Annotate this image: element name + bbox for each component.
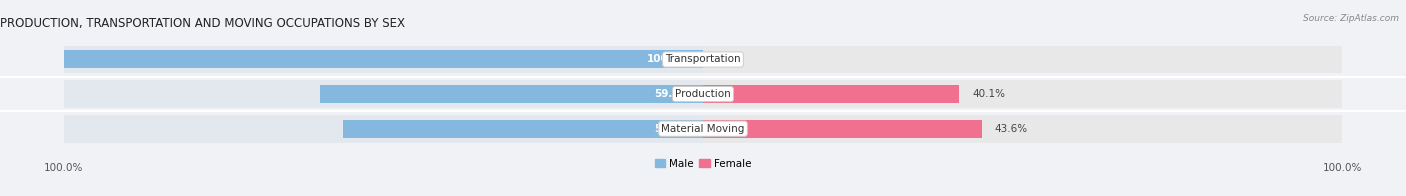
Bar bbox=[703, 46, 1343, 73]
Bar bbox=[703, 85, 959, 103]
Bar bbox=[343, 120, 703, 138]
Text: Material Moving: Material Moving bbox=[661, 124, 745, 134]
Bar bbox=[703, 120, 981, 138]
Text: 40.1%: 40.1% bbox=[972, 89, 1005, 99]
Text: 56.4%: 56.4% bbox=[654, 124, 690, 134]
Bar bbox=[63, 80, 703, 108]
Text: Production: Production bbox=[675, 89, 731, 99]
Legend: Male, Female: Male, Female bbox=[655, 159, 751, 169]
Text: 59.9%: 59.9% bbox=[654, 89, 690, 99]
Text: Transportation: Transportation bbox=[665, 54, 741, 64]
Bar bbox=[703, 115, 1343, 142]
Bar bbox=[703, 80, 1343, 108]
Text: 0.0%: 0.0% bbox=[716, 54, 742, 64]
Bar bbox=[63, 115, 703, 142]
Bar bbox=[321, 85, 703, 103]
Text: PRODUCTION, TRANSPORTATION AND MOVING OCCUPATIONS BY SEX: PRODUCTION, TRANSPORTATION AND MOVING OC… bbox=[0, 17, 405, 30]
Text: 43.6%: 43.6% bbox=[994, 124, 1028, 134]
Text: 100.0%: 100.0% bbox=[647, 54, 690, 64]
Bar bbox=[63, 51, 703, 68]
Bar bbox=[63, 46, 703, 73]
Text: Source: ZipAtlas.com: Source: ZipAtlas.com bbox=[1303, 14, 1399, 23]
